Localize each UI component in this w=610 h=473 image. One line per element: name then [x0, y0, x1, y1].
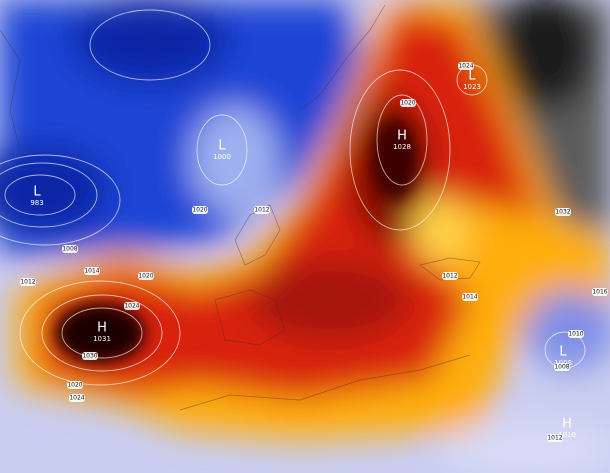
- coastlines: [0, 4, 481, 411]
- isobar-label-bg: [192, 206, 208, 214]
- pressure-center-value: 1031: [93, 335, 111, 343]
- isobar-label: 1012: [254, 207, 269, 214]
- isobar-label: 1020: [192, 207, 207, 214]
- isobar-label-bg: [554, 363, 570, 371]
- isobar-label: 1012: [20, 279, 35, 286]
- isobar-label-bg: [62, 245, 78, 253]
- pressure-center-letter: L: [559, 345, 567, 360]
- isobar-label: 1008: [62, 246, 77, 253]
- isobar-label-bg: [67, 381, 83, 389]
- isobar-label-bg: [442, 272, 458, 280]
- isobar-label: 1008: [554, 364, 569, 371]
- pressure-center-value: 1023: [463, 83, 481, 91]
- isobars: [0, 9, 586, 386]
- pressure-center-letter: L: [33, 185, 41, 200]
- pressure-center-value: 1010: [558, 431, 576, 439]
- isobar-label-bg: [547, 434, 563, 442]
- isobar-label: 1032: [555, 209, 570, 216]
- isobar-label: 1014: [84, 268, 99, 275]
- isobar-label: 1020: [400, 100, 415, 107]
- pressure-center-value: 1028: [393, 143, 411, 151]
- isobar-label: 1024: [124, 303, 139, 310]
- isobar-label: 1020: [138, 273, 153, 280]
- isobar-label-bg: [20, 278, 36, 286]
- pressure-center-letter: L: [468, 69, 476, 84]
- isobar-label: 1020: [67, 382, 82, 389]
- isobar-label-bg: [124, 302, 140, 310]
- pressure-center-value: 1000: [213, 153, 231, 161]
- isobar-label: 1024: [458, 63, 473, 70]
- isobar-label-bg: [568, 330, 584, 338]
- isobar-label-bg: [69, 394, 85, 402]
- isobar-label-bg: [254, 206, 270, 214]
- isobar-label: 1012: [442, 273, 457, 280]
- isobar-label: 1012: [547, 435, 562, 442]
- pressure-center-letter: H: [397, 129, 407, 144]
- pressure-center-letter: H: [562, 417, 572, 432]
- pressure-center-value: 983: [30, 199, 43, 207]
- isobar-label-bg: [462, 293, 478, 301]
- isobar-label: 1010: [568, 331, 583, 338]
- isobar-label-bg: [138, 272, 154, 280]
- isobar-label-bg: [82, 352, 98, 360]
- pressure-center-letter: L: [218, 139, 226, 154]
- isobar-label-bg: [592, 288, 608, 296]
- isobar-label-bg: [555, 208, 571, 216]
- isobar-label-bg: [84, 267, 100, 275]
- map-labels: L983L1000H1028L1023H1031L1008H1010101210…: [20, 62, 608, 442]
- isobar-label: 1016: [592, 289, 607, 296]
- isobar-label-bg: [400, 99, 416, 107]
- isobar-label: 1024: [69, 395, 84, 402]
- pressure-center-letter: H: [97, 321, 107, 336]
- isobar-label: 1014: [462, 294, 477, 301]
- isobar-label: 1030: [82, 353, 97, 360]
- isobar-label-bg: [458, 62, 474, 70]
